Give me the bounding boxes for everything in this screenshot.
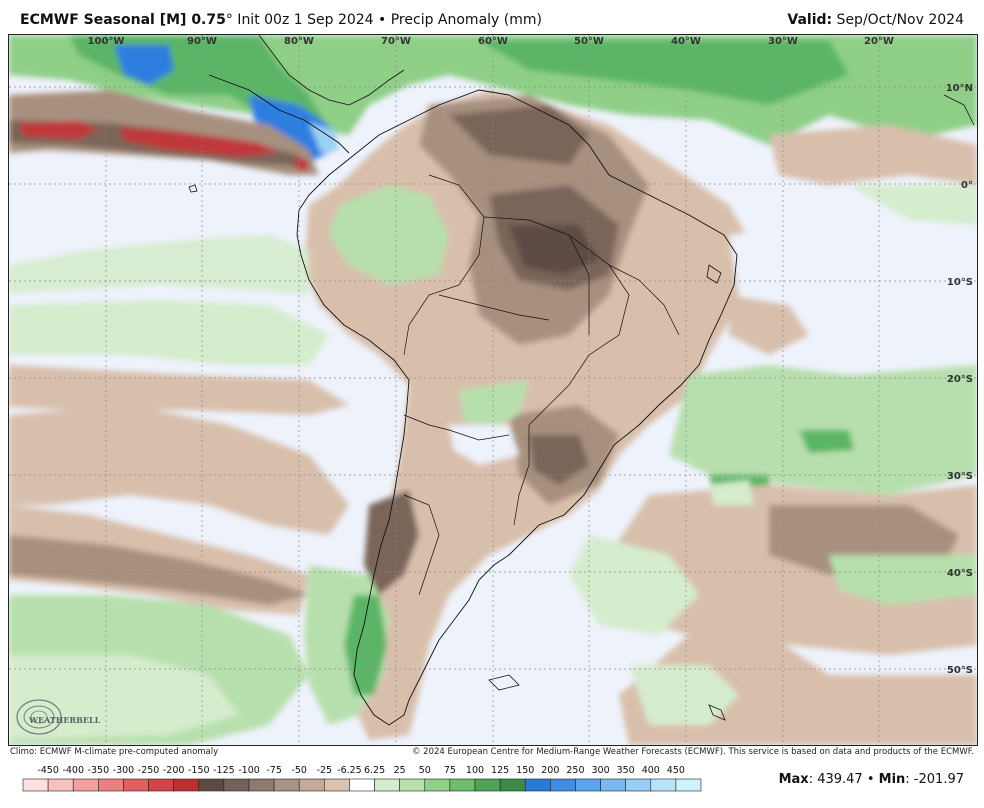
colorbar-tick-label: 6.25 [363, 765, 386, 776]
colorbar-tick-label: -75 [266, 765, 282, 776]
colorbar-swatch [625, 778, 652, 792]
colorbar-tick-label: 450 [666, 765, 685, 776]
colorbar-swatch [550, 778, 576, 792]
header: ECMWF Seasonal [M] 0.75° Init 00z 1 Sep … [0, 0, 984, 34]
colorbar-swatch [72, 778, 99, 792]
lat-label: 10°S [947, 277, 973, 288]
colorbar-tick-label: -150 [187, 765, 210, 776]
climo-note: Climo: ECMWF M-climate pre-computed anom… [10, 747, 219, 757]
coastlines [188, 35, 975, 726]
colorbar-swatch [600, 778, 626, 792]
colorbar-tick-label: -50 [291, 765, 307, 776]
svg-text:WEATHERBELL: WEATHERBELL [28, 715, 101, 725]
colorbar-swatch [324, 778, 350, 792]
max-min-readout: Max: 439.47 • Min: -201.97 [778, 772, 964, 787]
dry-anomaly-south-pacific [9, 405, 349, 535]
lon-label: 20°W [864, 36, 894, 47]
lat-label: 40°S [947, 568, 973, 579]
latitude-labels: 10°N 0° 10°S 20°S 30°S 40°S 50°S [946, 83, 973, 676]
wet-pocket-blue [114, 45, 174, 85]
colorbar-swatch [575, 778, 601, 792]
colorbar-swatch [123, 778, 149, 792]
colorbar-tick-label: 250 [566, 765, 585, 776]
colorbar-swatch [148, 778, 174, 792]
lon-label: 40°W [671, 36, 701, 47]
lon-label: 70°W [381, 36, 411, 47]
colorbar-tick-label: 200 [541, 765, 560, 776]
lat-label: 0° [961, 180, 973, 191]
lon-label: 100°W [88, 36, 125, 47]
colorbar-swatch [223, 778, 250, 792]
strong-dry-strip [19, 121, 99, 139]
graticule [9, 35, 977, 745]
colorbar-swatch [98, 778, 124, 792]
colorbar-swatch [22, 778, 49, 792]
lat-label: 20°S [947, 374, 973, 385]
colorbar-swatch [173, 778, 200, 792]
lon-label: 50°W [574, 36, 604, 47]
colorbar-tick-label: 300 [591, 765, 610, 776]
lon-label: 90°W [187, 36, 217, 47]
lat-label: 10°N [946, 83, 973, 94]
colorbar [22, 778, 702, 792]
colorbar-swatch [298, 778, 325, 792]
colorbar-tick-label: 50 [418, 765, 431, 776]
lat-label: 30°S [947, 471, 973, 482]
colorbar-tick-label: -350 [87, 765, 110, 776]
colorbar-swatch [449, 778, 476, 792]
colorbar-tick-label: -300 [112, 765, 135, 776]
colorbar-swatch [399, 778, 426, 792]
colorbar-swatch [374, 778, 400, 792]
colorbar-tick-label: 400 [641, 765, 660, 776]
map-canvas: 100°W 90°W 80°W 70°W 60°W 50°W 40°W 30°W… [9, 35, 977, 745]
colorbar-swatch [524, 778, 551, 792]
copyright-note: © 2024 European Centre for Medium-Range … [411, 747, 974, 757]
lon-label: 60°W [478, 36, 508, 47]
weatherbell-logo: WEATHERBELL [16, 699, 101, 735]
wet-pocket-north-andes [329, 185, 449, 285]
colorbar-tick-label: -400 [62, 765, 84, 776]
colorbar-swatch [248, 778, 275, 792]
colorbar-tick-label: -125 [213, 765, 235, 776]
colorbar-tick-label: 125 [491, 765, 510, 776]
colorbar-tick-label: -6.25 [337, 765, 362, 776]
colorbar-swatch [198, 778, 225, 792]
lat-label: 50°S [947, 665, 973, 676]
lon-label: 80°W [284, 36, 314, 47]
anomaly-fields [9, 35, 977, 745]
chart-title: ECMWF Seasonal [M] 0.75° Init 00z 1 Sep … [20, 12, 542, 28]
colorbar-tick-label: 75 [443, 765, 456, 776]
colorbar-swatch [349, 778, 375, 792]
longitude-labels: 100°W 90°W 80°W 70°W 60°W 50°W 40°W 30°W… [88, 36, 894, 47]
colorbar-tick-label: 150 [516, 765, 535, 776]
valid-period: Valid: Sep/Oct/Nov 2024 [787, 12, 964, 28]
colorbar-swatch [499, 778, 526, 792]
colorbar-tick-label: 25 [393, 765, 406, 776]
colorbar-tick-label: 100 [465, 765, 485, 776]
colorbar-tick-label: 350 [616, 765, 635, 776]
colorbar-labels: -450 -400 -350 -300 -250 -200 -150 -125 -100 -75-… [22, 765, 702, 777]
colorbar-swatch [424, 778, 451, 792]
colorbar-swatch [47, 778, 74, 792]
colorbar-swatch [650, 778, 677, 792]
colorbar-tick-label: -100 [238, 765, 260, 776]
colorbar-tick-label: -25 [316, 765, 333, 776]
colorbar-tick-label: -450 [37, 765, 59, 776]
precip-anomaly-map: 100°W 90°W 80°W 70°W 60°W 50°W 40°W 30°W… [8, 34, 978, 746]
lon-label: 30°W [768, 36, 798, 47]
colorbar-swatch [273, 778, 300, 792]
colorbar-tick-label: -200 [162, 765, 185, 776]
credits-bar: Climo: ECMWF M-climate pre-computed anom… [10, 745, 974, 759]
colorbar-swatch [474, 778, 501, 792]
colorbar-swatch [675, 778, 702, 792]
colorbar-tick-label: -250 [137, 765, 160, 776]
